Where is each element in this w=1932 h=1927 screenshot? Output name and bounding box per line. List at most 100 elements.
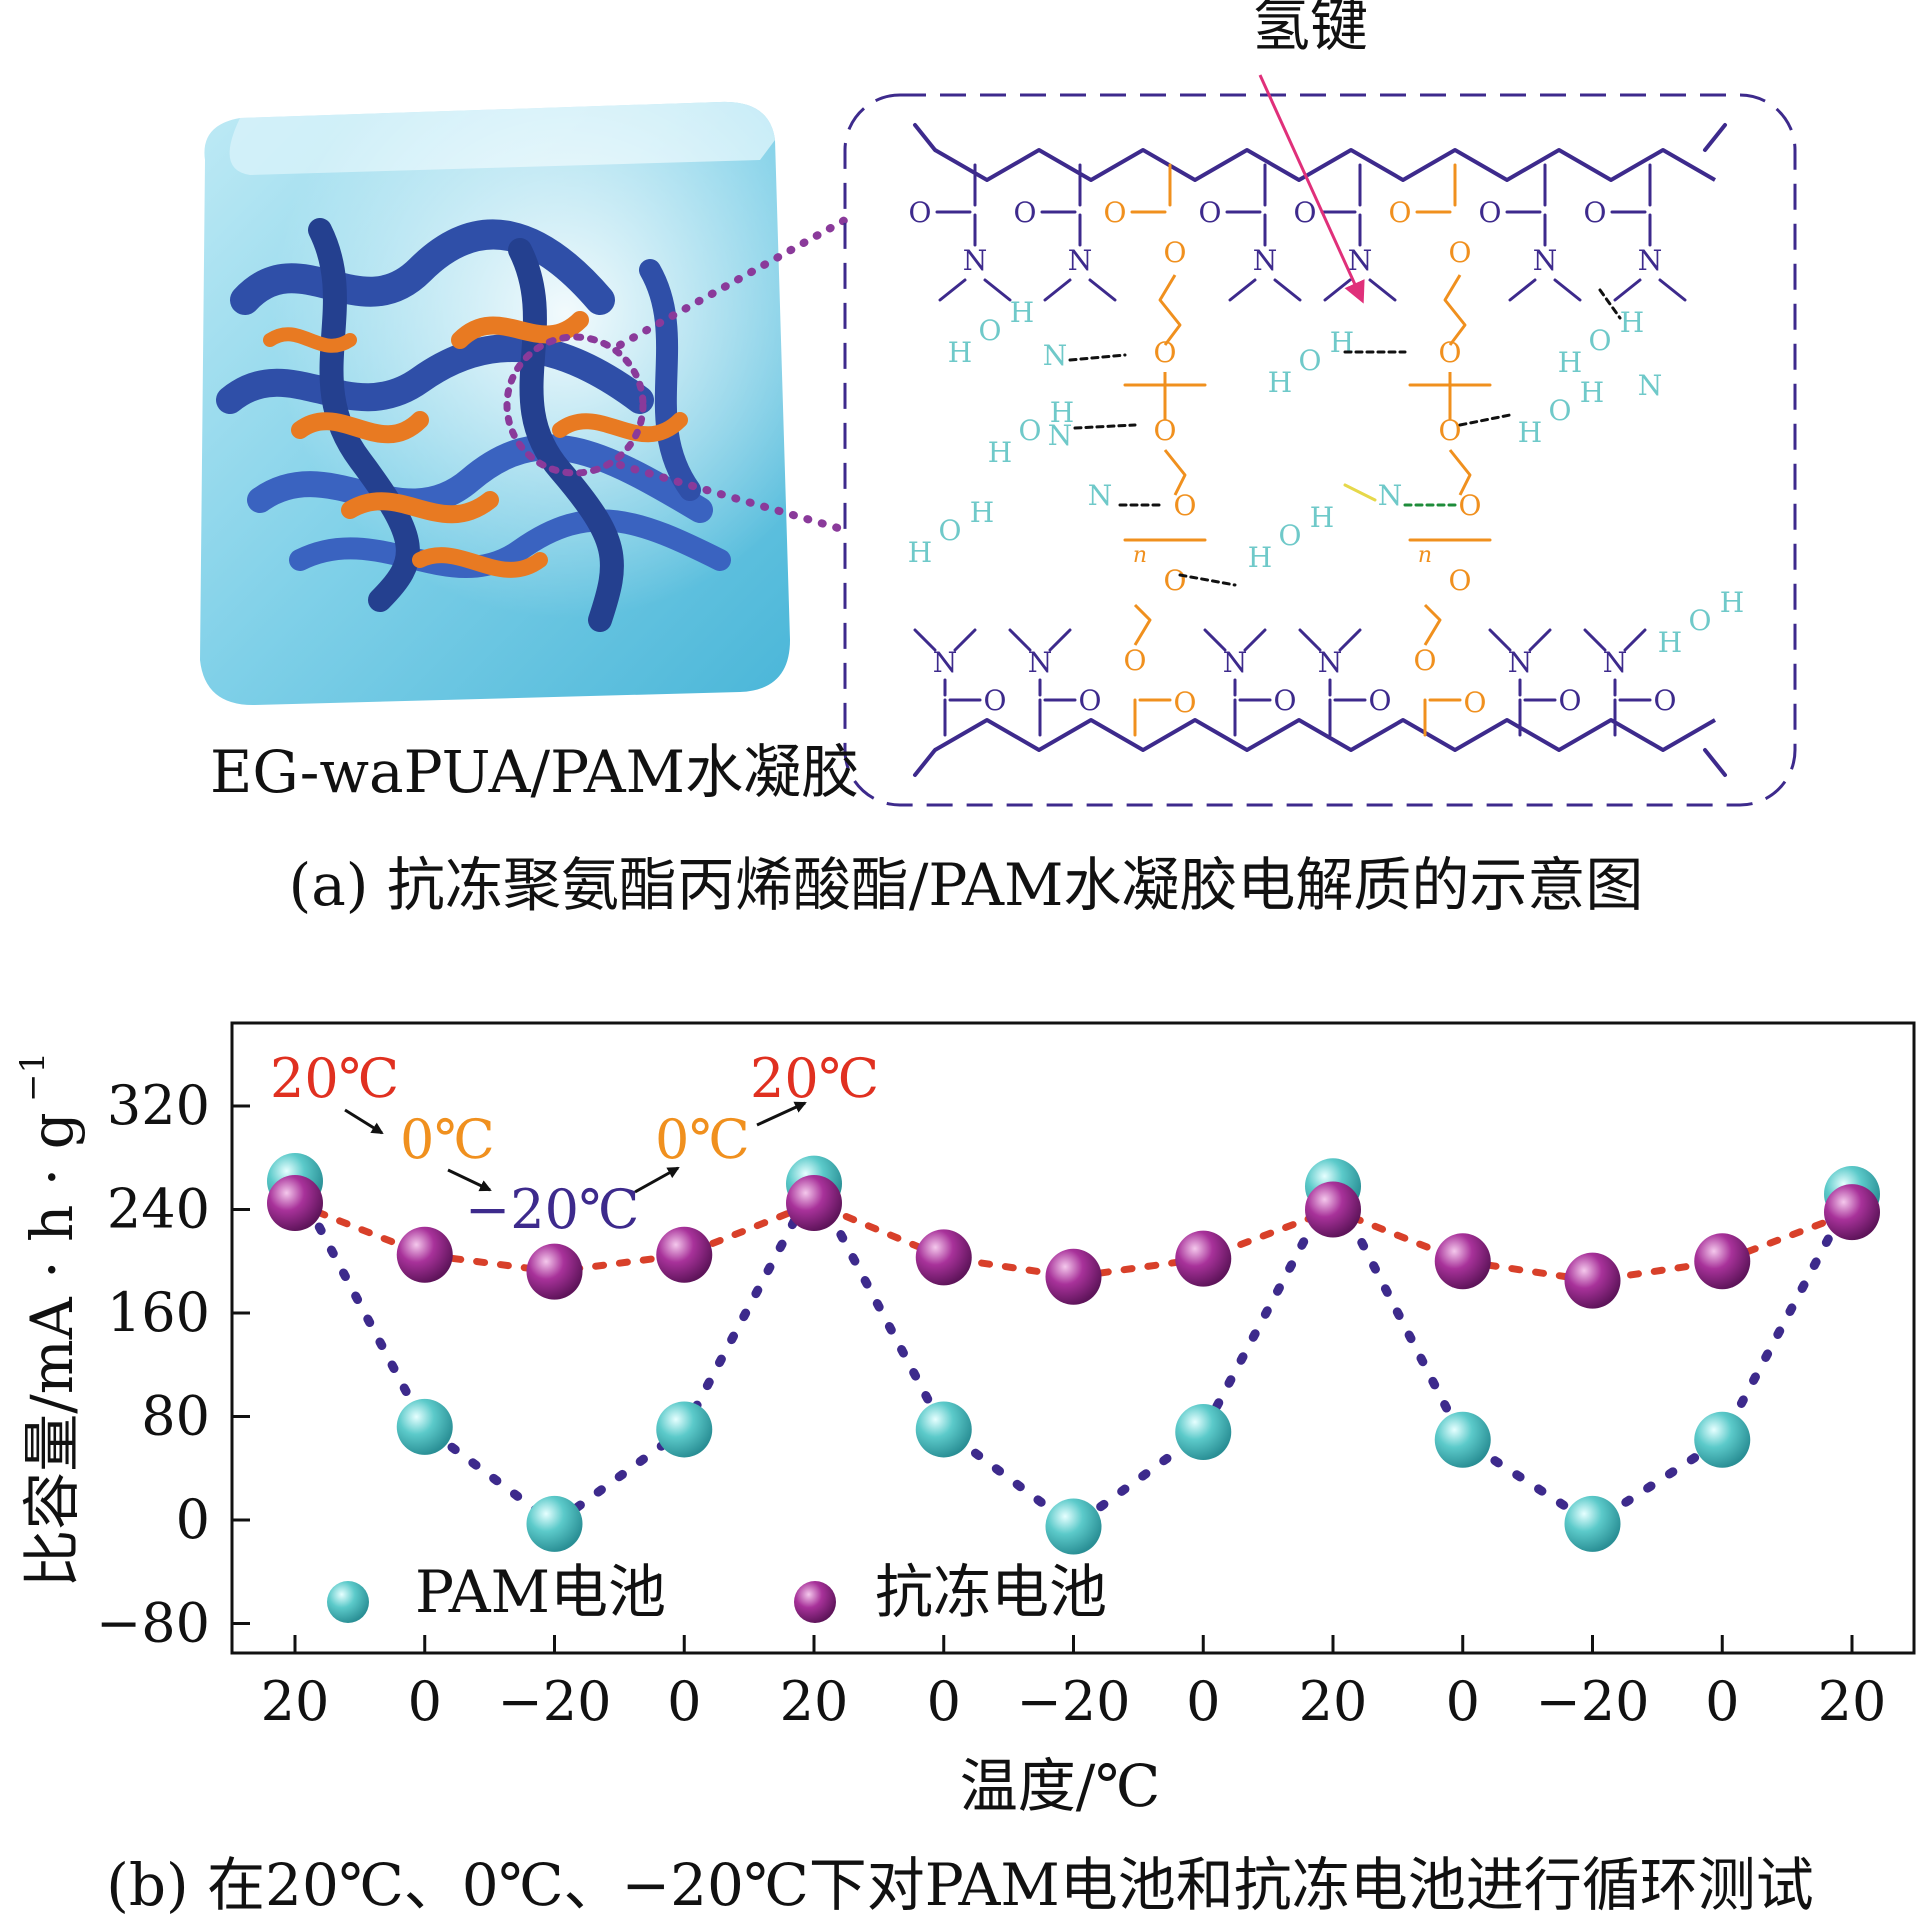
bond xyxy=(1203,628,1227,652)
point-antifreeze xyxy=(396,1226,453,1283)
atom-nitrogen: N xyxy=(1533,244,1558,277)
water-oxygen: O xyxy=(1279,519,1302,552)
amine-nitrogen: N xyxy=(1638,369,1663,402)
bond xyxy=(1508,278,1537,302)
atom-oxygen: O xyxy=(1154,336,1177,369)
water-oxygen: O xyxy=(1299,344,1322,377)
point-pam xyxy=(1564,1495,1621,1552)
hydrogen-bond xyxy=(1068,353,1127,362)
atom-oxygen: O xyxy=(984,684,1007,717)
atom-oxygen: O xyxy=(1164,236,1187,269)
y-tick-label: −80 xyxy=(96,1592,210,1655)
atom-nitrogen: N xyxy=(1638,244,1663,277)
hbond-arrow xyxy=(1258,74,1365,304)
atom-oxygen: O xyxy=(1479,196,1502,229)
atom-oxygen: O xyxy=(1584,196,1607,229)
x-tick-label: 20 xyxy=(780,1670,849,1733)
atom-nitrogen: N xyxy=(1223,646,1248,679)
water-oxygen: O xyxy=(1689,604,1712,637)
annotation-20c-left: 20℃ xyxy=(270,1047,399,1110)
bond xyxy=(1273,278,1302,302)
point-antifreeze xyxy=(1694,1233,1751,1290)
x-axis-label: 温度/℃ xyxy=(960,1752,1160,1820)
point-pam xyxy=(656,1401,713,1458)
peg-chain xyxy=(1423,603,1442,646)
water-hydrogen: H xyxy=(1010,296,1034,329)
atom-nitrogen: N xyxy=(1603,646,1628,679)
water-hydrogen: H xyxy=(908,536,932,569)
bond xyxy=(1343,483,1377,502)
y-tick-label: 80 xyxy=(141,1385,210,1448)
zoom-connector-bottom xyxy=(616,461,849,534)
peg-chain xyxy=(1448,449,1472,496)
y-tick-label: 320 xyxy=(107,1074,210,1137)
point-pam xyxy=(915,1401,972,1458)
temperature-annotations: 20℃ 0℃ −20℃ 0℃ 20℃ xyxy=(270,1047,879,1241)
peg-chain xyxy=(1443,274,1467,346)
hydrogen-bond xyxy=(1598,288,1622,320)
amine-nitrogen: N xyxy=(1043,339,1068,372)
hydrogen-bond xyxy=(1073,423,1137,430)
amine-nitrogen: N xyxy=(1378,479,1403,512)
atom-nitrogen: N xyxy=(1508,646,1533,679)
point-antifreeze xyxy=(1434,1233,1491,1290)
x-tick-label: 20 xyxy=(261,1670,330,1733)
annotation-arrow xyxy=(447,1168,492,1192)
backbone-end xyxy=(913,123,937,152)
peg-chain xyxy=(1133,603,1152,646)
point-pam xyxy=(1175,1404,1232,1461)
atom-oxygen: O xyxy=(1389,196,1412,229)
bond xyxy=(938,278,967,302)
water-oxygen: O xyxy=(1549,394,1572,427)
water-hydrogen: H xyxy=(1580,376,1604,409)
x-tick-label: 0 xyxy=(667,1670,701,1733)
atom-oxygen: O xyxy=(1199,196,1222,229)
bond xyxy=(983,278,1012,302)
water-hydrogen: H xyxy=(1518,416,1542,449)
bond xyxy=(953,628,977,652)
annotation-arrow xyxy=(756,1101,807,1127)
atom-oxygen: O xyxy=(1439,336,1462,369)
legend: PAM电池 抗冻电池 xyxy=(327,1558,1107,1626)
backbone-end xyxy=(1703,748,1727,777)
point-antifreeze xyxy=(1305,1181,1361,1238)
x-tick-label: 0 xyxy=(1705,1670,1739,1733)
point-antifreeze xyxy=(1564,1252,1621,1309)
atom-oxygen: O xyxy=(909,196,932,229)
y-tick-label: 240 xyxy=(107,1178,210,1241)
bond xyxy=(1008,628,1032,652)
water-oxygen: O xyxy=(1589,324,1612,357)
atom-oxygen: O xyxy=(1274,684,1297,717)
point-antifreeze xyxy=(1824,1184,1880,1241)
x-tick-label: 20 xyxy=(1818,1670,1887,1733)
annotation-arrow xyxy=(634,1166,680,1194)
x-axis: 20 0 −20 0 20 0 −20 0 20 0 −20 0 20 xyxy=(261,1635,1887,1733)
atom-oxygen: O xyxy=(1654,684,1677,717)
atom-oxygen: O xyxy=(1294,196,1317,229)
point-antifreeze xyxy=(915,1229,972,1286)
bond xyxy=(1338,628,1362,652)
molecular-structure: ONONONONONONOOOOOnOOOOOOnOONONONONONONOO… xyxy=(908,123,1744,777)
hydrogel-cube-illustration xyxy=(200,100,790,710)
y-axis: 320 240 160 80 0 −80 xyxy=(96,1074,250,1655)
atom-nitrogen: N xyxy=(1253,244,1278,277)
amine-nitrogen: N xyxy=(1088,479,1113,512)
bond xyxy=(1323,278,1352,302)
caption-b: (b) 在20℃、0℃、−20℃下对PAM电池和抗冻电池进行循环测试 xyxy=(106,1851,1814,1919)
water-hydrogen: H xyxy=(1658,626,1682,659)
atom-oxygen: O xyxy=(1124,644,1147,677)
atom-oxygen: O xyxy=(1439,414,1462,447)
water-hydrogen: H xyxy=(988,436,1012,469)
x-tick-label: 0 xyxy=(1186,1670,1220,1733)
bond xyxy=(1658,278,1687,302)
atom-oxygen: O xyxy=(1079,684,1102,717)
atom-oxygen: O xyxy=(1174,686,1197,719)
bond xyxy=(1583,628,1607,652)
point-pam xyxy=(1045,1498,1102,1555)
x-tick-label: 0 xyxy=(408,1670,442,1733)
caption-a: (a) 抗冻聚氨酯丙烯酸酯/PAM水凝胶电解质的示意图 xyxy=(289,851,1644,919)
bond xyxy=(913,628,937,652)
atom-nitrogen: N xyxy=(1348,244,1373,277)
x-tick-label: 0 xyxy=(927,1670,961,1733)
